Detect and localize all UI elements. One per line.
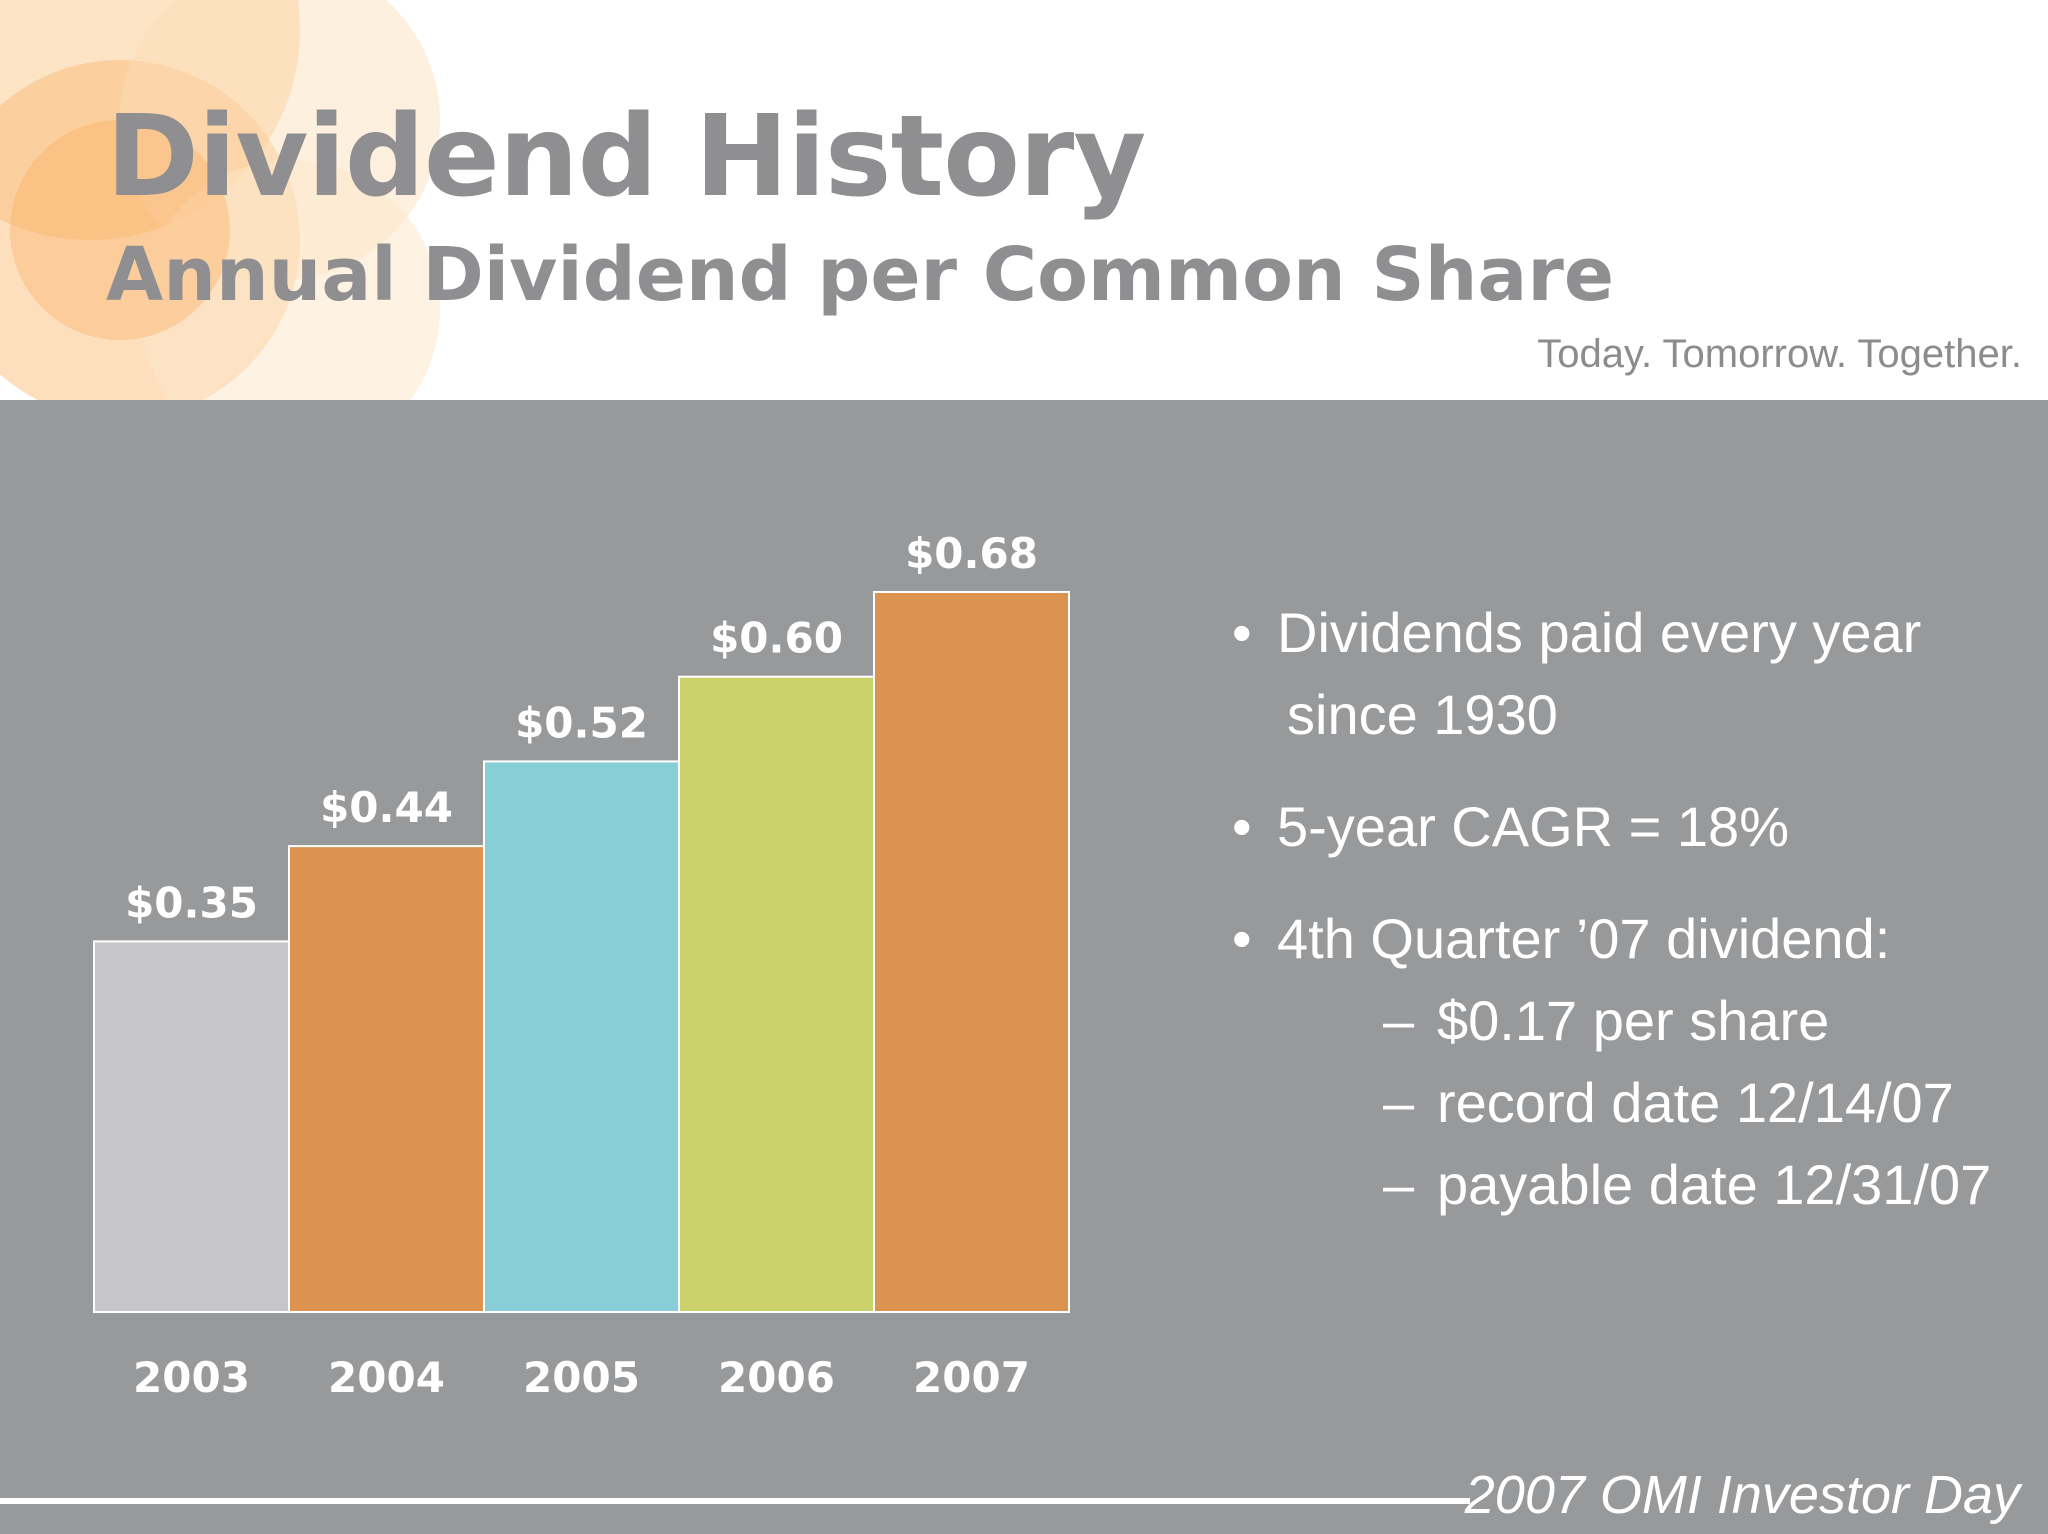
sub-bullet-text: $0.17 per share bbox=[1437, 989, 1830, 1052]
bullet-list: • Dividends paid every year since 1930 •… bbox=[1232, 592, 2012, 1256]
bullet-text: 5-year CAGR = 18% bbox=[1277, 795, 1789, 858]
slide-subtitle: Annual Dividend per Common Share bbox=[106, 232, 1615, 318]
sub-bullet-record-date: – record date 12/14/07 bbox=[1277, 1062, 2012, 1144]
sub-bullet-text: payable date 12/31/07 bbox=[1437, 1153, 1992, 1216]
dash-glyph: – bbox=[1383, 1071, 1415, 1134]
bar-2003 bbox=[93, 940, 290, 1313]
data-label-2007: $0.68 bbox=[905, 529, 1038, 578]
bullet-item-q4-dividend: • 4th Quarter ’07 dividend: – $0.17 per … bbox=[1232, 898, 2012, 1226]
decorative-petal bbox=[10, 120, 230, 340]
sub-bullet-text: record date 12/14/07 bbox=[1437, 1071, 1954, 1134]
bar-2007 bbox=[873, 591, 1070, 1313]
bullet-glyph: • bbox=[1232, 907, 1252, 970]
data-label-2003: $0.35 bbox=[125, 878, 258, 927]
sub-bullet-payable-date: – payable date 12/31/07 bbox=[1277, 1144, 2012, 1226]
data-label-2006: $0.60 bbox=[710, 614, 843, 663]
bullet-item-cagr: • 5-year CAGR = 18% bbox=[1232, 786, 2012, 868]
bullet-text: Dividends paid every year bbox=[1277, 601, 1922, 664]
x-tick-label-2004: 2004 bbox=[328, 1353, 445, 1402]
dividend-bar-chart: $0.35 2003 $0.44 2004 $0.52 2005 $0.60 2006 $0.6… bbox=[93, 529, 1070, 1402]
data-label-2005: $0.52 bbox=[515, 698, 648, 747]
footer-divider bbox=[0, 1498, 1470, 1504]
x-tick-label-2005: 2005 bbox=[523, 1353, 640, 1402]
x-tick-label-2003: 2003 bbox=[133, 1353, 250, 1402]
bullet-glyph: • bbox=[1232, 601, 1252, 664]
dash-glyph: – bbox=[1383, 1153, 1415, 1216]
bullet-text: since 1930 bbox=[1287, 683, 1558, 746]
bullet-item-dividends-history: • Dividends paid every year since 1930 bbox=[1232, 592, 2012, 756]
bar-2004 bbox=[288, 845, 485, 1313]
tagline: Today. Tomorrow. Together. bbox=[1537, 332, 2022, 376]
bullet-glyph: • bbox=[1232, 795, 1252, 858]
slide-header: Dividend History Annual Dividend per Com… bbox=[0, 0, 2048, 400]
x-tick-label-2007: 2007 bbox=[913, 1353, 1030, 1402]
x-tick-label-2006: 2006 bbox=[718, 1353, 835, 1402]
slide-title: Dividend History bbox=[106, 92, 1146, 222]
sub-bullet-per-share: – $0.17 per share bbox=[1277, 980, 2012, 1062]
decorative-petal bbox=[140, 160, 440, 400]
footer-text: 2007 OMI Investor Day bbox=[1464, 1465, 2020, 1525]
dash-glyph: – bbox=[1383, 989, 1415, 1052]
bar-2006 bbox=[678, 675, 875, 1313]
bar-2005 bbox=[483, 760, 680, 1314]
data-label-2004: $0.44 bbox=[320, 783, 453, 832]
bullet-text: 4th Quarter ’07 dividend: bbox=[1277, 907, 1891, 970]
